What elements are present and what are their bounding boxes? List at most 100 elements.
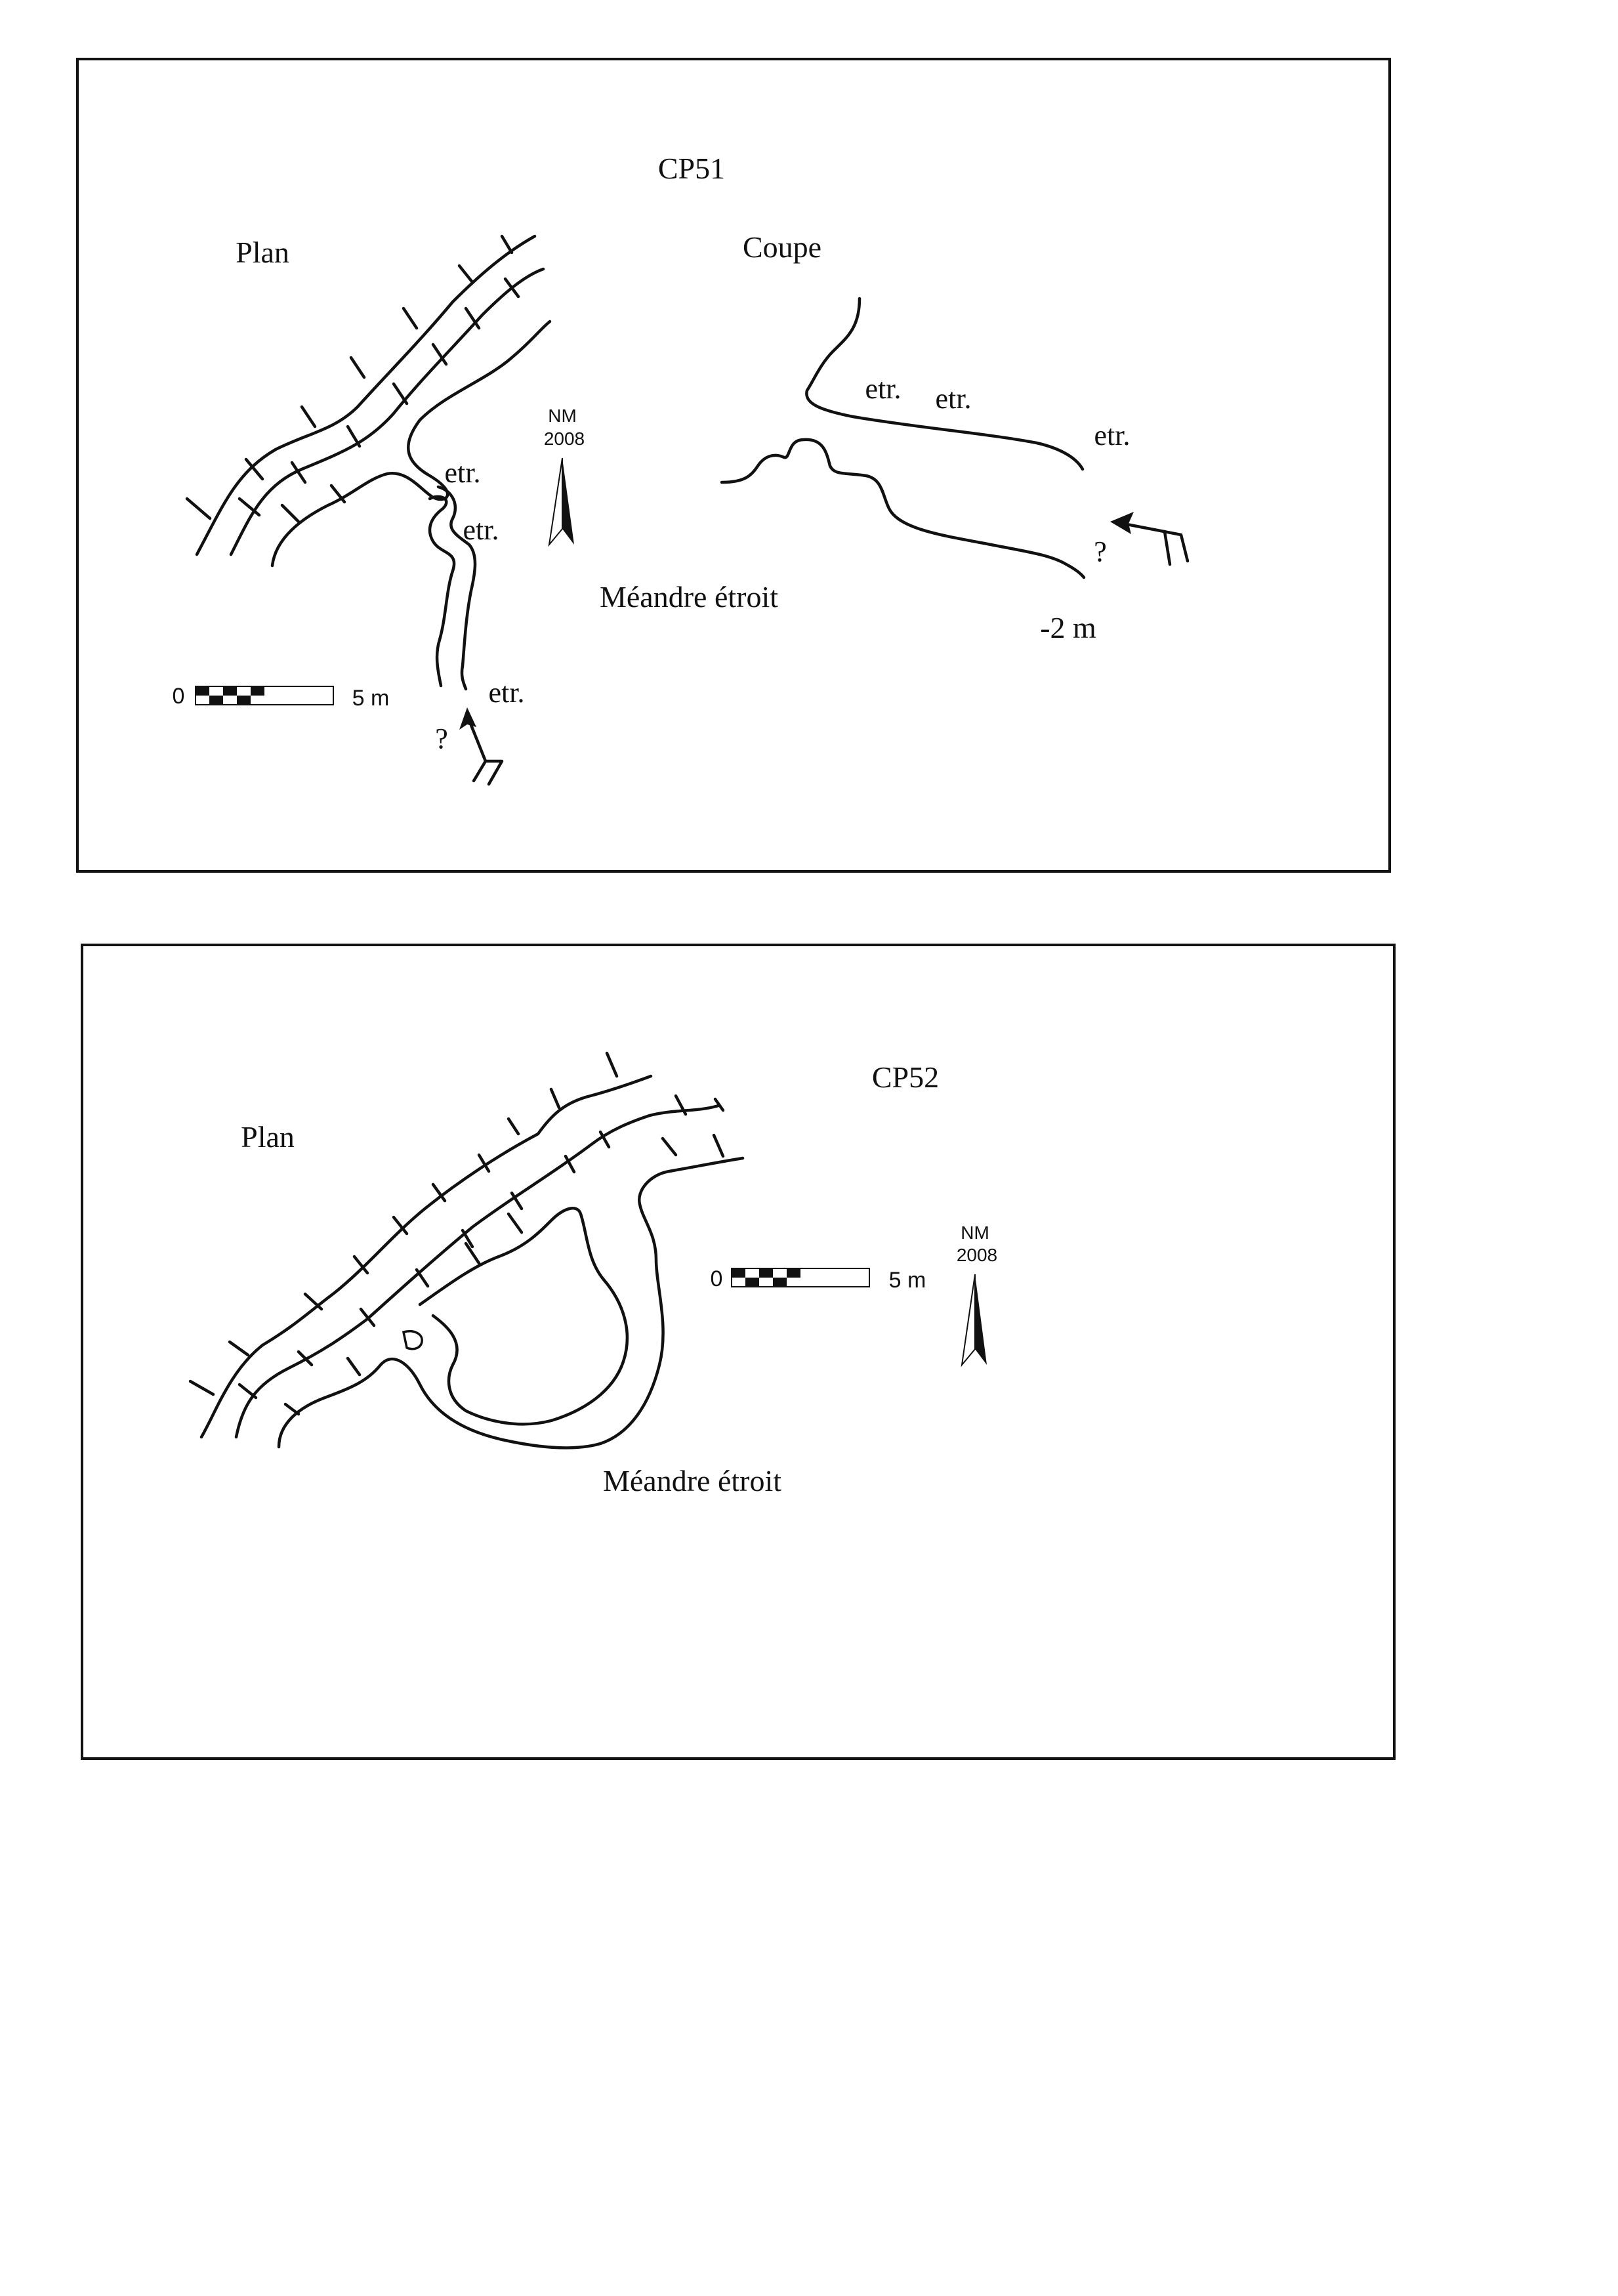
- outer-wall: [199, 1074, 653, 1439]
- north-arrow-right: [562, 458, 574, 545]
- hachure: [500, 234, 514, 255]
- section-ceiling: [805, 297, 1085, 471]
- question-mark: ?: [1094, 535, 1107, 568]
- narrow-label: etr.: [445, 457, 481, 489]
- hachure: [464, 1242, 481, 1265]
- north-arrow-left: [548, 457, 563, 547]
- hachure: [507, 1117, 520, 1136]
- passage-west-wall: [428, 495, 456, 688]
- scale-block: [773, 1278, 787, 1287]
- section-label: Coupe: [743, 230, 821, 264]
- panel-cp51: CP51 Plan Coupe: [76, 58, 1391, 873]
- north-label: NM: [548, 406, 577, 426]
- island-wall: [418, 1207, 629, 1426]
- hachure: [392, 382, 409, 406]
- arrow-foot: [472, 759, 487, 783]
- hachure: [510, 1191, 524, 1211]
- hachure: [457, 264, 474, 284]
- scale-block: [223, 686, 237, 696]
- hachure: [431, 343, 448, 366]
- small-block: [402, 1330, 423, 1350]
- hachure: [359, 1307, 376, 1327]
- scale-bar: 0 5 m: [173, 684, 390, 711]
- narrow-label: etr.: [1094, 419, 1131, 451]
- hachure: [352, 1255, 369, 1275]
- arrow-foot: [484, 759, 504, 786]
- middle-wall: [229, 267, 545, 556]
- hachure: [712, 1133, 725, 1158]
- narrow-label: etr.: [489, 677, 525, 709]
- plan-view-walls: [199, 1074, 745, 1450]
- scale-block: [209, 696, 223, 705]
- scale-end: 5 m: [889, 1268, 926, 1293]
- meander-label: Méandre étroit: [600, 580, 778, 614]
- scale-block: [732, 1268, 745, 1278]
- hachure: [461, 1228, 474, 1249]
- hachure: [477, 1153, 491, 1173]
- hachure: [503, 277, 520, 299]
- hachure: [402, 306, 419, 330]
- scale-block: [759, 1268, 773, 1278]
- inner-wall: [270, 320, 552, 568]
- hachure: [564, 1154, 576, 1174]
- north-label: NM: [961, 1222, 989, 1243]
- question-mark: ?: [435, 722, 448, 755]
- scale-block: [745, 1278, 759, 1287]
- entrance-arrow: [459, 707, 504, 786]
- arrow-foot: [1179, 533, 1190, 563]
- plan-view-hachures: [188, 1051, 725, 1416]
- panel-title: CP52: [872, 1060, 939, 1094]
- north-arrow-right: [975, 1274, 987, 1365]
- hachure: [346, 1356, 362, 1377]
- scale-end: 5 m: [352, 686, 390, 711]
- north-arrow-left: [961, 1274, 976, 1367]
- hachure: [431, 1182, 447, 1203]
- hachure: [303, 1292, 323, 1311]
- hachure: [507, 1212, 524, 1234]
- panel-frame: [76, 58, 1391, 873]
- scale-block: [787, 1268, 800, 1278]
- hachure: [238, 497, 261, 517]
- north-year: 2008: [544, 428, 585, 449]
- hachure: [598, 1130, 611, 1149]
- inner-wall: [277, 1156, 745, 1450]
- hachure: [674, 1094, 688, 1116]
- hachure: [290, 461, 307, 484]
- hachure: [346, 425, 362, 448]
- arrow-head: [1110, 512, 1134, 534]
- section-floor: [720, 438, 1086, 579]
- panel-frame: [81, 944, 1396, 1760]
- narrow-label: etr.: [865, 373, 902, 405]
- hachure: [238, 1383, 258, 1400]
- hachure: [605, 1051, 619, 1078]
- hachure: [329, 484, 346, 504]
- hachure: [392, 1215, 409, 1236]
- arrow-foot: [1163, 530, 1172, 566]
- scale-start: 0: [711, 1266, 723, 1291]
- north-arrow: NM 2008: [957, 1222, 997, 1367]
- scale-block: [196, 686, 209, 696]
- hachure: [283, 1402, 301, 1416]
- passage-east-wall: [436, 485, 477, 691]
- hachure: [661, 1137, 678, 1157]
- hachure: [349, 356, 366, 379]
- hachure: [464, 306, 481, 330]
- hachure: [188, 1379, 215, 1396]
- section-entrance-arrow: [1110, 512, 1190, 566]
- plan-view-hachures: [185, 234, 520, 524]
- hachure: [228, 1340, 250, 1357]
- plan-label: Plan: [241, 1120, 295, 1154]
- middle-wall: [234, 1104, 720, 1439]
- hachure: [280, 503, 301, 524]
- hachure: [549, 1087, 561, 1110]
- scale-block: [237, 696, 251, 705]
- hachure: [244, 457, 264, 481]
- plan-label: Plan: [236, 236, 289, 269]
- hachure: [185, 497, 212, 520]
- scale-bar: 0 5 m: [711, 1266, 926, 1293]
- narrow-label: etr.: [936, 383, 972, 415]
- hachure: [297, 1350, 314, 1367]
- section-view: etr. etr. etr. ? -2 m: [720, 297, 1190, 644]
- depth-label: -2 m: [1040, 611, 1096, 644]
- meander-label: Méandre étroit: [603, 1464, 781, 1497]
